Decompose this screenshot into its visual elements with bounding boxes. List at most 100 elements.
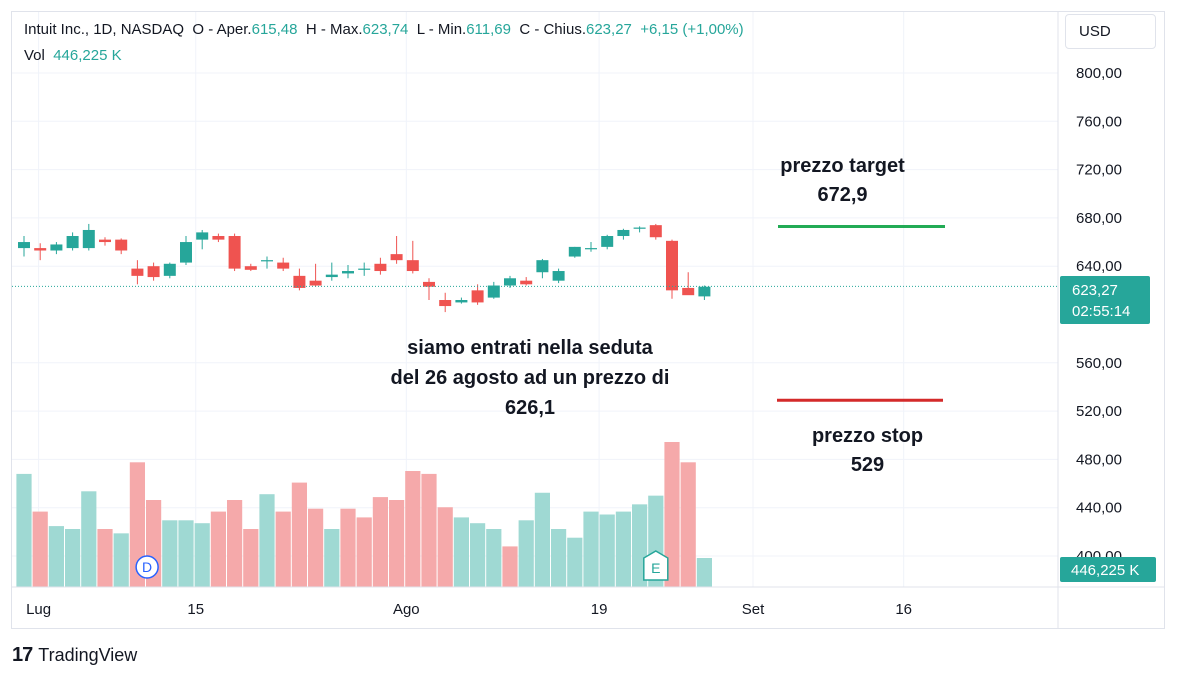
price-badge <box>1060 276 1150 324</box>
candle-body[interactable] <box>212 236 225 240</box>
volume-bar <box>259 494 275 587</box>
candle-body[interactable] <box>601 236 614 247</box>
price-badge-countdown: 02:55:14 <box>1072 303 1130 320</box>
x-tick-label: Lug <box>26 601 51 618</box>
ohlc-header: Intuit Inc., 1D, NASDAQ O - Aper.615,48 … <box>24 21 744 38</box>
volume-bar <box>162 520 178 587</box>
candle-body[interactable] <box>504 278 516 286</box>
candle-body[interactable] <box>552 271 565 281</box>
open-label: O - Aper. <box>192 21 252 38</box>
candle-body[interactable] <box>666 240 678 291</box>
target-title: prezzo target <box>780 155 905 177</box>
candle-body[interactable] <box>228 236 241 269</box>
candle-body[interactable] <box>698 286 711 297</box>
candle-body[interactable] <box>342 271 354 274</box>
volume-bar <box>97 529 113 587</box>
candle-body[interactable] <box>471 290 484 303</box>
volume-bar <box>178 520 194 587</box>
candle-body[interactable] <box>163 263 176 276</box>
x-tick-label: 19 <box>591 601 608 618</box>
candle-body[interactable] <box>406 260 419 272</box>
candle-body[interactable] <box>66 236 79 249</box>
volume-bar <box>65 529 81 587</box>
candle-body[interactable] <box>568 246 581 257</box>
stop-title: prezzo stop <box>811 425 924 447</box>
candle-body[interactable] <box>277 262 290 269</box>
price-badge-value: 623,27 <box>1072 282 1118 299</box>
candle-body[interactable] <box>633 227 646 229</box>
volume-badge-value: 446,225 K <box>1071 562 1139 579</box>
chart-frame <box>11 11 1165 629</box>
tradingview-name: TradingView <box>38 645 138 665</box>
stop-value: 529 <box>850 454 885 476</box>
candle-body[interactable] <box>682 287 695 296</box>
y-tick-label: 760,00 <box>1076 113 1122 130</box>
candle-body[interactable] <box>196 232 209 240</box>
volume-bar <box>356 517 372 587</box>
volume-bar <box>470 523 486 587</box>
volume-bar <box>518 520 534 587</box>
y-tick-label: 640,00 <box>1076 258 1122 275</box>
y-tick-label: 440,00 <box>1076 500 1122 517</box>
candle-body[interactable] <box>261 260 273 262</box>
candle-body[interactable] <box>439 300 452 307</box>
candle-body[interactable] <box>309 280 322 286</box>
candle-body[interactable] <box>99 239 111 243</box>
candle-body[interactable] <box>244 266 257 270</box>
candle-body[interactable] <box>18 242 30 249</box>
candle-body[interactable] <box>293 275 306 288</box>
candle-body[interactable] <box>455 300 468 303</box>
candle-body[interactable] <box>358 268 371 270</box>
candle-body[interactable] <box>374 263 387 272</box>
close-label: C - Chius. <box>519 21 586 38</box>
symbol-title[interactable]: Intuit Inc., 1D, NASDAQ <box>24 21 185 38</box>
volume-bar <box>113 533 129 587</box>
volume-bar <box>486 529 502 587</box>
candle-body[interactable] <box>50 244 63 251</box>
volume-bar <box>129 462 145 587</box>
candle-body[interactable] <box>617 229 630 237</box>
tradingview-logo[interactable]: 17 TradingView <box>12 644 137 667</box>
candle-body[interactable] <box>390 254 403 261</box>
candle-body[interactable] <box>147 266 160 278</box>
candle-body[interactable] <box>536 260 549 273</box>
candle-body[interactable] <box>520 280 533 285</box>
volume-bar <box>599 514 615 587</box>
open-value: 615,48 <box>251 21 298 38</box>
y-tick-label: 520,00 <box>1076 403 1122 420</box>
x-tick-label: Ago <box>393 601 420 618</box>
candle-body[interactable] <box>180 242 192 263</box>
candle-body[interactable] <box>487 285 500 298</box>
candle-body[interactable] <box>423 281 435 287</box>
stop-annotation: prezzo stop 529 <box>785 425 950 477</box>
y-tick-label: 680,00 <box>1076 210 1122 227</box>
volume-bar <box>389 500 405 587</box>
volume-bar <box>567 537 583 587</box>
volume-bar <box>32 511 48 587</box>
dividend-marker-label: D <box>142 559 152 575</box>
volume-bar <box>227 500 243 587</box>
candle-body[interactable] <box>585 248 597 250</box>
candle-body[interactable] <box>325 274 338 278</box>
volume-bar <box>680 462 696 587</box>
volume-bar <box>194 523 210 587</box>
entry-line-2: del 26 agosto ad un prezzo di <box>390 367 670 389</box>
candle-body[interactable] <box>115 239 128 251</box>
volume-bar <box>583 511 599 587</box>
candle-body[interactable] <box>649 225 662 238</box>
candle-body[interactable] <box>131 268 144 276</box>
currency-button[interactable]: USD <box>1065 14 1156 49</box>
volume-bar <box>48 526 64 587</box>
low-label: L - Min. <box>416 21 467 38</box>
volume-bar <box>308 508 324 587</box>
volume-bar <box>340 508 356 587</box>
candle-body[interactable] <box>34 248 47 251</box>
candle-body[interactable] <box>82 229 95 249</box>
y-tick-label: 560,00 <box>1076 355 1122 372</box>
volume-bar <box>664 442 680 587</box>
y-tick-label: 480,00 <box>1076 451 1122 468</box>
volume-bar <box>16 473 32 587</box>
dividend-marker-icon[interactable] <box>135 555 159 579</box>
earnings-marker-icon[interactable] <box>643 550 669 581</box>
